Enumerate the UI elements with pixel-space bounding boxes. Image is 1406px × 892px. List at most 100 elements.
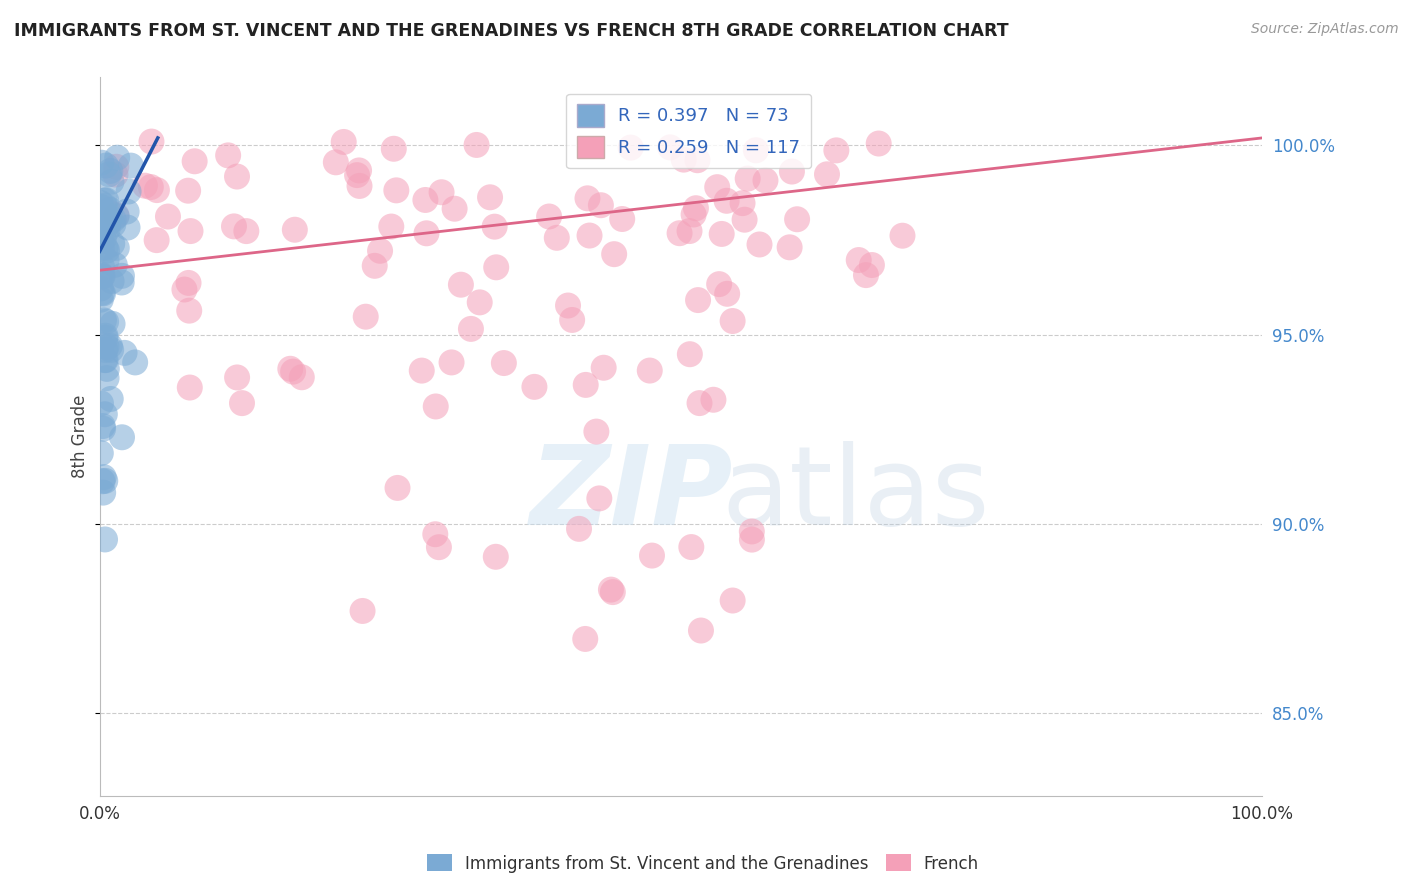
Point xyxy=(686,293,709,307)
Point xyxy=(117,185,139,199)
Point xyxy=(231,396,253,410)
Point xyxy=(91,475,114,489)
Point xyxy=(385,183,408,197)
Point xyxy=(90,269,112,284)
Text: ZIP: ZIP xyxy=(530,441,734,548)
Point xyxy=(146,183,169,197)
Point xyxy=(415,227,437,241)
Point xyxy=(134,178,156,193)
Point xyxy=(91,286,114,301)
Point xyxy=(96,340,118,354)
Point xyxy=(111,276,134,290)
Point xyxy=(710,227,733,241)
Point xyxy=(94,331,117,345)
Point xyxy=(217,148,239,162)
Text: IMMIGRANTS FROM ST. VINCENT AND THE GRENADINES VS FRENCH 8TH GRADE CORRELATION C: IMMIGRANTS FROM ST. VINCENT AND THE GREN… xyxy=(14,22,1008,40)
Point xyxy=(860,258,883,272)
Point xyxy=(589,198,612,212)
Y-axis label: 8th Grade: 8th Grade xyxy=(72,395,89,478)
Point xyxy=(425,527,447,541)
Point xyxy=(492,356,515,370)
Point xyxy=(479,190,502,204)
Legend: Immigrants from St. Vincent and the Grenadines, French: Immigrants from St. Vincent and the Gren… xyxy=(420,847,986,880)
Point xyxy=(682,207,704,221)
Point xyxy=(91,419,114,434)
Point xyxy=(702,392,724,407)
Point xyxy=(90,396,112,410)
Point xyxy=(101,317,124,331)
Point xyxy=(91,269,114,284)
Point xyxy=(98,339,121,353)
Point xyxy=(716,194,738,208)
Point xyxy=(721,314,744,328)
Point xyxy=(659,140,682,154)
Point xyxy=(97,215,120,229)
Point xyxy=(124,355,146,369)
Point xyxy=(731,196,754,211)
Point xyxy=(425,400,447,414)
Point xyxy=(111,268,134,283)
Point xyxy=(90,155,112,169)
Point xyxy=(678,224,700,238)
Point xyxy=(96,244,118,258)
Legend: R = 0.397   N = 73, R = 0.259   N = 117: R = 0.397 N = 73, R = 0.259 N = 117 xyxy=(567,94,811,169)
Point xyxy=(686,153,709,168)
Point xyxy=(104,168,127,182)
Point xyxy=(368,244,391,258)
Point xyxy=(689,396,711,410)
Point xyxy=(612,212,634,227)
Point xyxy=(90,281,112,295)
Point xyxy=(668,226,690,240)
Point xyxy=(97,217,120,231)
Point xyxy=(97,222,120,236)
Point xyxy=(94,343,117,357)
Point xyxy=(745,143,768,157)
Point xyxy=(468,295,491,310)
Point xyxy=(103,212,125,227)
Point xyxy=(100,343,122,357)
Point xyxy=(737,171,759,186)
Point xyxy=(568,522,591,536)
Point xyxy=(578,228,600,243)
Point xyxy=(868,136,890,151)
Point xyxy=(96,371,118,385)
Point xyxy=(90,267,112,281)
Point xyxy=(93,218,115,232)
Point xyxy=(585,425,607,439)
Point xyxy=(98,202,121,217)
Point xyxy=(325,155,347,169)
Point xyxy=(387,481,409,495)
Point xyxy=(546,231,568,245)
Point xyxy=(93,232,115,246)
Point xyxy=(90,241,112,255)
Point xyxy=(98,213,121,227)
Point xyxy=(681,540,703,554)
Point xyxy=(706,180,728,194)
Point xyxy=(94,193,117,207)
Point xyxy=(574,632,596,646)
Point xyxy=(415,193,437,207)
Point xyxy=(94,328,117,343)
Point xyxy=(690,624,713,638)
Point xyxy=(523,380,546,394)
Point xyxy=(93,470,115,484)
Point xyxy=(91,260,114,275)
Point xyxy=(786,212,808,227)
Point xyxy=(364,259,387,273)
Point xyxy=(105,209,128,223)
Point xyxy=(465,137,488,152)
Point xyxy=(94,353,117,368)
Point xyxy=(105,241,128,255)
Point xyxy=(332,135,354,149)
Point xyxy=(352,604,374,618)
Point xyxy=(93,210,115,224)
Point xyxy=(100,175,122,189)
Point xyxy=(105,160,128,174)
Point xyxy=(741,524,763,539)
Point xyxy=(485,260,508,275)
Point xyxy=(430,186,453,200)
Point xyxy=(90,446,112,460)
Point xyxy=(94,407,117,421)
Point xyxy=(105,208,128,222)
Point xyxy=(98,164,121,178)
